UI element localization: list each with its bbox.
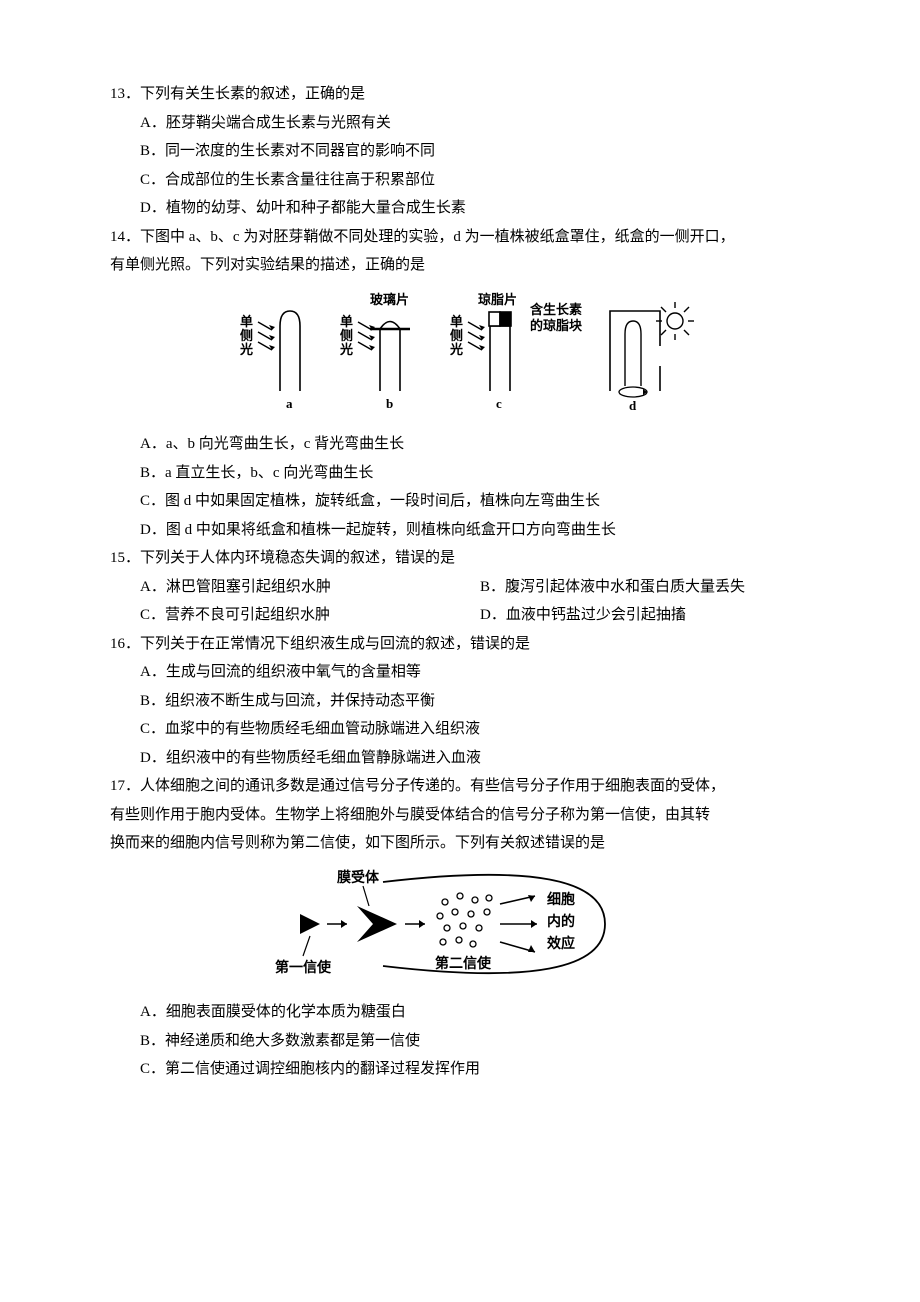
q17-stem: 17．人体细胞之间的通讯多数是通过信号分子传递的。有些信号分子作用于细胞表面的受… <box>110 772 820 801</box>
q16-option-d: D．组织液中的有些物质经毛细血管静脉端进入血液 <box>110 744 820 773</box>
q14-option-a: A．a、b 向光弯曲生长，c 背光弯曲生长 <box>110 430 820 459</box>
cell-effect-2: 内的 <box>547 913 575 930</box>
q16-option-a: A．生成与回流的组织液中氧气的含量相等 <box>110 658 820 687</box>
q15-row-ab: A．淋巴管阻塞引起组织水肿 B．腹泻引起体液中水和蛋白质大量丢失 <box>110 573 820 602</box>
q17-stem-cont1: 有些则作用于胞内受体。生物学上将细胞外与膜受体结合的信号分子称为第一信使，由其转 <box>110 801 820 830</box>
q17-svg: 第一信使 膜受体 第二信使 细胞 内的 效应 <box>265 864 665 984</box>
auxin-label-2: 的琼脂块 <box>530 318 583 333</box>
q14-figure: 单侧光 a 玻璃片 单侧光 b 琼脂片 单侧光 <box>110 286 820 427</box>
q17-option-c: C．第二信使通过调控细胞核内的翻译过程发挥作用 <box>110 1055 820 1084</box>
q15-option-b: B．腹泻引起体液中水和蛋白质大量丢失 <box>480 573 820 602</box>
q17-option-b: B．神经递质和绝大多数激素都是第一信使 <box>110 1027 820 1056</box>
q13-option-d: D．植物的幼芽、幼叶和种子都能大量合成生长素 <box>110 194 820 223</box>
q14-svg: 单侧光 a 玻璃片 单侧光 b 琼脂片 单侧光 <box>230 286 700 416</box>
svg-text:单侧光: 单侧光 <box>449 314 463 357</box>
q15-option-d: D．血液中钙盐过少会引起抽搐 <box>480 601 820 630</box>
label-a: a <box>286 396 293 411</box>
first-messenger-icon <box>300 914 320 934</box>
glass-label: 玻璃片 <box>370 292 409 307</box>
q16-stem: 16．下列关于在正常情况下组织液生成与回流的叙述，错误的是 <box>110 630 820 659</box>
first-messenger-label: 第一信使 <box>275 959 332 976</box>
q13-option-b: B．同一浓度的生长素对不同器官的影响不同 <box>110 137 820 166</box>
label-d: d <box>629 398 637 413</box>
q13-stem: 13．下列有关生长素的叙述，正确的是 <box>110 80 820 109</box>
cell-effect-3: 效应 <box>547 935 575 952</box>
receptor-icon <box>357 906 397 942</box>
q15-option-a: A．淋巴管阻塞引起组织水肿 <box>140 573 480 602</box>
q14-stem-cont: 有单侧光照。下列对实验结果的描述，正确的是 <box>110 251 820 280</box>
q17-figure: 第一信使 膜受体 第二信使 细胞 内的 效应 <box>110 864 820 995</box>
svg-text:单侧光: 单侧光 <box>339 314 353 357</box>
q13-option-c: C．合成部位的生长素含量往往高于积累部位 <box>110 166 820 195</box>
cell-effect-1: 细胞 <box>547 891 575 908</box>
q16-option-b: B．组织液不断生成与回流，并保持动态平衡 <box>110 687 820 716</box>
q14-diagram-b: 玻璃片 单侧光 b <box>339 292 410 411</box>
q15-option-c: C．营养不良可引起组织水肿 <box>140 601 480 630</box>
label-b: b <box>386 396 393 411</box>
auxin-label-1: 含生长素 <box>529 302 582 317</box>
agar-label: 琼脂片 <box>478 292 517 307</box>
q14-option-d: D．图 d 中如果将纸盒和植株一起旋转，则植株向纸盒开口方向弯曲生长 <box>110 516 820 545</box>
label-c: c <box>496 396 502 411</box>
q17-option-a: A．细胞表面膜受体的化学本质为糖蛋白 <box>110 998 820 1027</box>
q14-diagram-a: 单侧光 a <box>239 311 300 411</box>
q13-option-a: A．胚芽鞘尖端合成生长素与光照有关 <box>110 109 820 138</box>
q14-diagram-c: 琼脂片 单侧光 含生长素 的琼脂块 c <box>449 292 583 411</box>
q14-option-c: C．图 d 中如果固定植株，旋转纸盒，一段时间后，植株向左弯曲生长 <box>110 487 820 516</box>
second-messenger-dots <box>437 893 492 947</box>
q14-option-b: B．a 直立生长，b、c 向光弯曲生长 <box>110 459 820 488</box>
q15-row-cd: C．营养不良可引起组织水肿 D．血液中钙盐过少会引起抽搐 <box>110 601 820 630</box>
q14-diagram-d: d <box>610 302 694 413</box>
q15-stem: 15．下列关于人体内环境稳态失调的叙述，错误的是 <box>110 544 820 573</box>
light-label-a: 单侧光 <box>239 314 253 357</box>
q14-stem: 14．下图中 a、b、c 为对胚芽鞘做不同处理的实验，d 为一植株被纸盒罩住，纸… <box>110 223 820 252</box>
q16-option-c: C．血浆中的有些物质经毛细血管动脉端进入组织液 <box>110 715 820 744</box>
receptor-label: 膜受体 <box>337 869 380 886</box>
q17-stem-cont2: 换而来的细胞内信号则称为第二信使，如下图所示。下列有关叙述错误的是 <box>110 829 820 858</box>
second-messenger-label: 第二信使 <box>435 955 492 972</box>
